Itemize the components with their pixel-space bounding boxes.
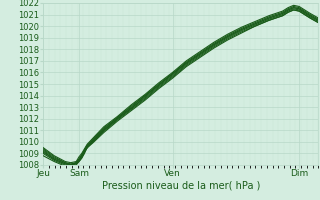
X-axis label: Pression niveau de la mer( hPa ): Pression niveau de la mer( hPa ) bbox=[102, 181, 260, 191]
